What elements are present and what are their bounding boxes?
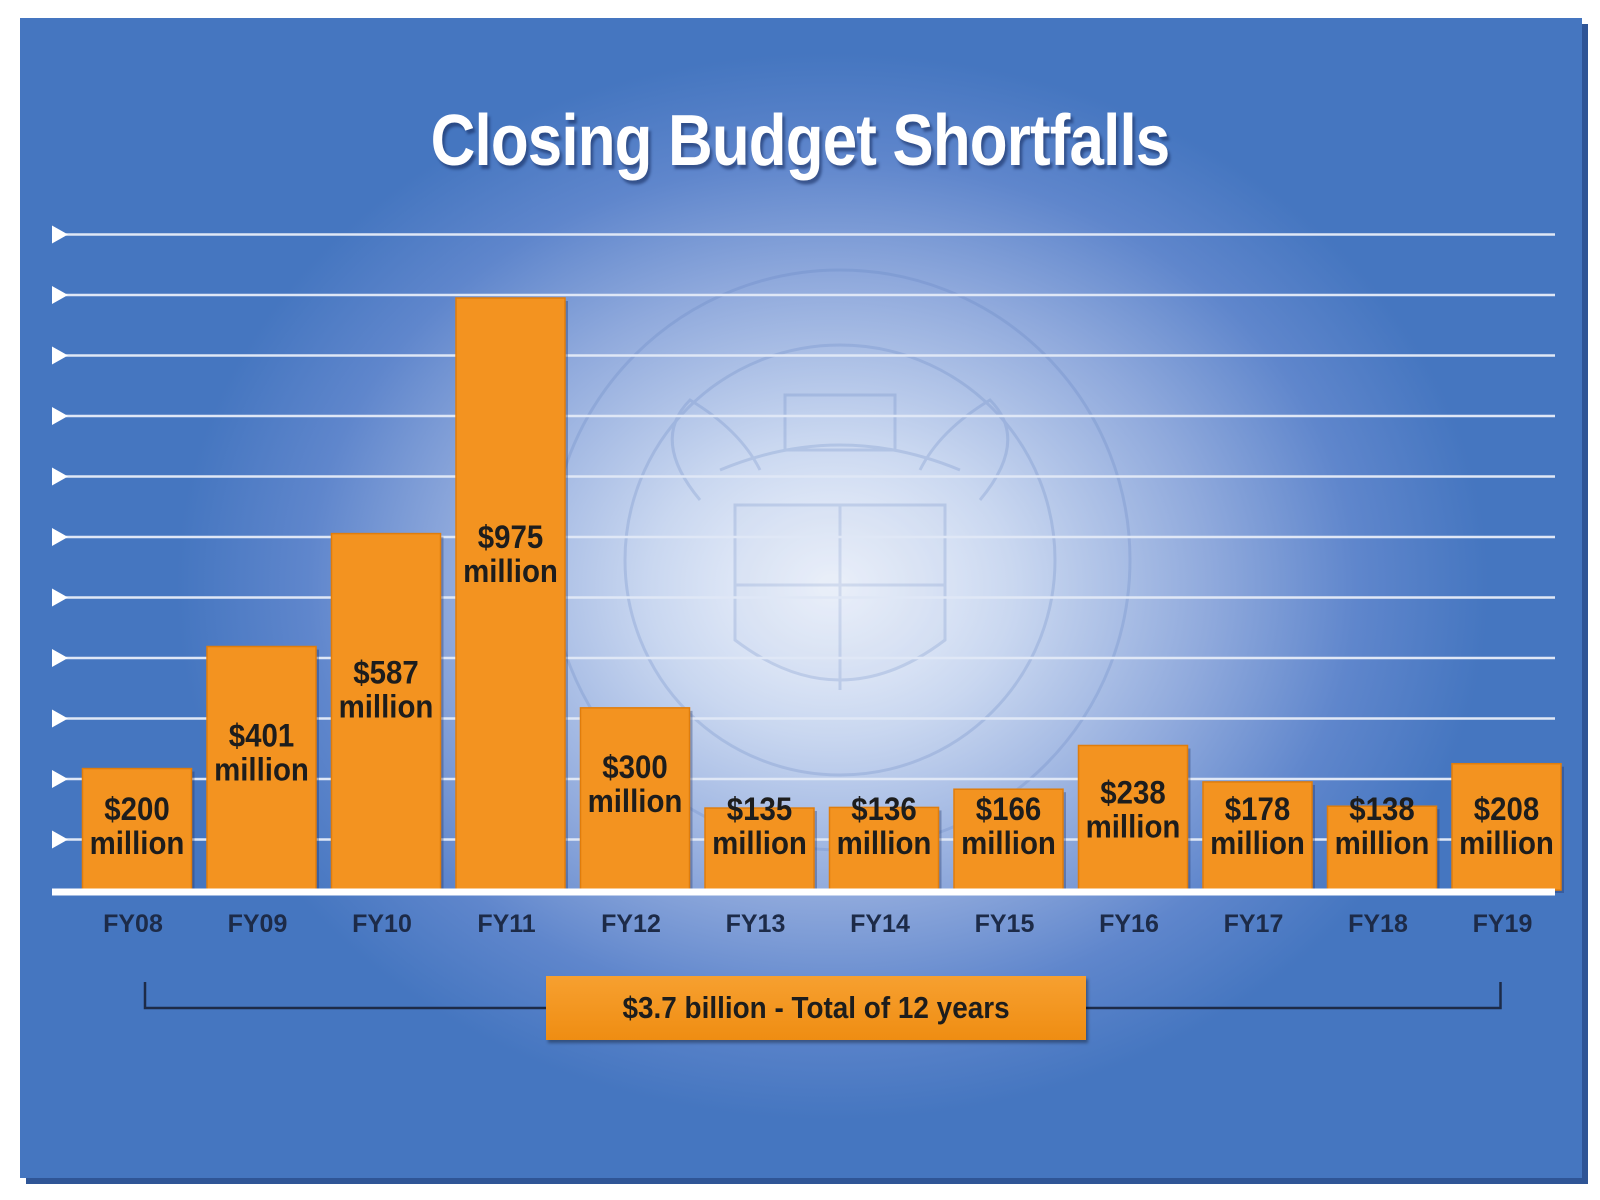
bar-FY11 (455, 297, 566, 891)
category-label-FY19: FY19 (1473, 910, 1533, 938)
gridline-tick (52, 649, 68, 667)
bar-value-label: $300 (602, 749, 667, 785)
bar-value-label: $166 (976, 791, 1041, 827)
bar-value-label: $136 (851, 791, 916, 827)
bar-unit-label: million (1086, 808, 1181, 844)
bar-FY15 (953, 788, 1064, 891)
bar-unit-label: million (588, 783, 683, 819)
bar-value-label: $200 (104, 791, 169, 827)
gridline-tick (52, 770, 68, 788)
bar-FY14 (828, 806, 940, 891)
total-annotation-box: $3.7 billion - Total of 12 years (546, 976, 1086, 1040)
bar-value-label: $238 (1100, 774, 1165, 810)
gridline-tick (52, 528, 68, 546)
bar-value-label: $401 (229, 717, 294, 753)
bar-FY12 (579, 707, 691, 891)
bar-FY08 (81, 767, 193, 891)
category-label-FY11: FY11 (477, 910, 535, 938)
bar-FY17 (1202, 781, 1313, 891)
bar-value-label: $975 (478, 519, 543, 555)
bar-unit-label: million (339, 688, 434, 724)
gridline-tick (52, 225, 68, 244)
bar-value-label: $138 (1349, 791, 1414, 827)
category-label-FY16: FY16 (1099, 910, 1159, 938)
bar-unit-label: million (214, 751, 309, 787)
gridline-tick (52, 286, 68, 304)
bar-FY16 (1077, 744, 1189, 891)
bar-FY10 (330, 532, 442, 891)
total-annotation-label: $3.7 billion - Total of 12 years (622, 990, 1010, 1025)
bar-value-label: $587 (353, 654, 418, 690)
bar-unit-label: million (961, 825, 1056, 861)
bar-FY18 (1326, 805, 1438, 891)
gridline-tick (52, 709, 68, 728)
bar-value-label: $208 (1474, 791, 1539, 827)
bar-FY09 (206, 645, 317, 891)
bar-value-label: $135 (727, 791, 792, 827)
category-label-FY15: FY15 (975, 910, 1035, 938)
bar-unit-label: million (1335, 825, 1430, 861)
category-label-FY08: FY08 (103, 910, 163, 938)
bar-unit-label: million (1210, 825, 1305, 861)
bar-unit-label: million (1459, 825, 1554, 861)
bar-unit-label: million (90, 825, 185, 861)
gridline-tick (52, 830, 68, 849)
bar-FY13 (704, 807, 815, 891)
gridline-tick (52, 588, 68, 607)
category-label-FY18: FY18 (1348, 910, 1408, 938)
chart-title: Closing Budget Shortfalls (430, 101, 1171, 181)
gridline-tick (52, 467, 68, 486)
category-label-FY13: FY13 (726, 910, 786, 938)
bar-unit-label: million (712, 825, 807, 861)
gridline-tick (52, 346, 68, 365)
category-label-FY17: FY17 (1224, 910, 1284, 938)
gridline-tick (52, 407, 68, 425)
category-label-FY12: FY12 (601, 910, 661, 938)
bar-FY19 (1451, 762, 1562, 891)
category-label-FY14: FY14 (850, 910, 910, 938)
category-label-FY10: FY10 (352, 910, 412, 938)
bar-unit-label: million (837, 825, 932, 861)
bar-value-label: $178 (1225, 791, 1290, 827)
category-label-FY09: FY09 (228, 910, 288, 938)
bar-unit-label: million (463, 553, 558, 589)
